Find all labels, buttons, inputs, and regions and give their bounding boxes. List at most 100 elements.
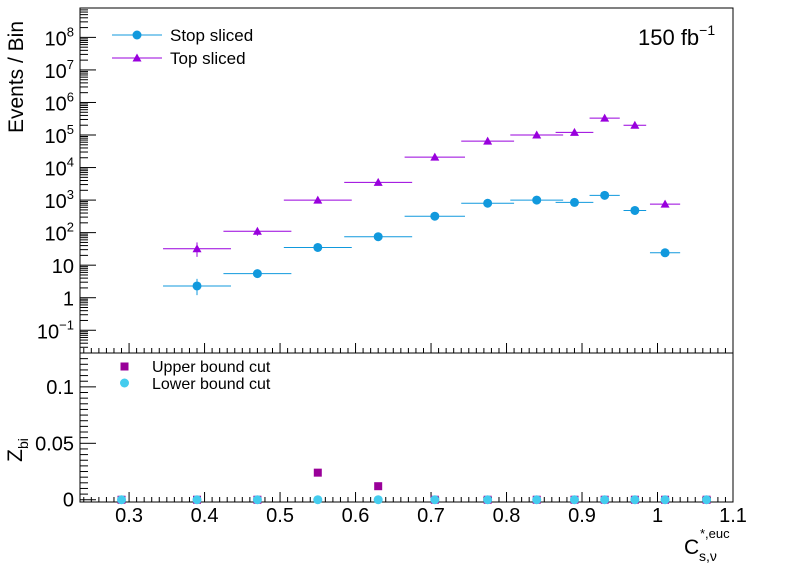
- stop-sliced-point: [430, 211, 440, 221]
- upper-y-tick-label-base: 10: [45, 28, 67, 50]
- stop-sliced-point: [600, 190, 610, 200]
- upper-y-tick-label-base: 10: [45, 126, 67, 148]
- upper-y-tick-label: 106: [45, 89, 74, 115]
- upper-series-layer: [163, 113, 681, 296]
- upper-y-tick-label: 105: [45, 122, 74, 148]
- upper-y-tick-label: 10−1: [37, 317, 74, 343]
- upper-y-tick-label: 103: [45, 187, 74, 213]
- lower-bound-cut-point: [373, 495, 383, 505]
- x-tick-label: 1: [652, 505, 663, 527]
- lower-y-tick-label: 0.1: [46, 377, 74, 399]
- luminosity-label: 150 fb−1: [638, 22, 715, 50]
- lower-x-axis-label: C *,euc s,ν: [684, 526, 730, 564]
- lower-bound-cut-point: [430, 495, 440, 505]
- upper-y-tick-label-exp: 4: [67, 155, 74, 170]
- upper-y-tick-label-exp: 7: [67, 57, 74, 72]
- legend-entry-lower-bound-cut: Lower bound cut: [120, 376, 271, 393]
- stop-sliced-point: [252, 269, 262, 279]
- stop-sliced-point: [532, 195, 542, 205]
- upper-x-axis-ticks: [83, 343, 734, 353]
- upper-y-tick-label-base: 10: [37, 321, 59, 343]
- top-sliced-point: [630, 120, 640, 129]
- upper-y-axis-label: Events / Bin: [5, 21, 28, 133]
- lower-bound-cut-point: [660, 495, 670, 505]
- x-axis-label-main: C: [684, 536, 699, 559]
- top-sliced-point: [532, 130, 542, 139]
- upper-y-tick-label-base: 10: [45, 61, 67, 83]
- lower-bound-cut-point: [192, 495, 202, 505]
- upper-y-tick-label-exp: 6: [67, 89, 74, 104]
- x-tick-label: 0.4: [191, 505, 219, 527]
- lower-y-axis-label-main: Z: [4, 449, 27, 462]
- lower-y-axis-ticks: 0 0.05 0.1: [35, 352, 96, 512]
- x-tick-label: 0.6: [342, 505, 370, 527]
- upper-y-tick-label: 108: [45, 24, 74, 50]
- lower-bound-cut-point: [569, 495, 579, 505]
- legend-label-top-sliced: Top sliced: [170, 49, 246, 68]
- legend-marker-top-sliced: [132, 53, 142, 62]
- stop-sliced-point: [313, 242, 323, 252]
- lower-bound-cut-point: [532, 495, 542, 505]
- upper-bound-cut-point: [313, 468, 322, 477]
- lower-series-layer: [117, 468, 712, 505]
- lower-y-axis-label-sub: bi: [15, 438, 31, 449]
- top-sliced-point: [569, 127, 579, 136]
- legend-entry-top-sliced: Top sliced: [112, 49, 246, 68]
- legend-label-lower-bound-cut: Lower bound cut: [152, 376, 271, 393]
- upper-y-tick-label-exp: 3: [67, 187, 74, 202]
- upper-y-tick-label: 107: [45, 57, 74, 83]
- lower-bound-cut-point: [117, 495, 127, 505]
- x-tick-label: 0.8: [493, 505, 521, 527]
- x-axis-label-sub: s,ν: [699, 548, 717, 564]
- x-axis-label-sup: *,euc: [700, 526, 730, 541]
- x-tick-label: 0.5: [266, 505, 294, 527]
- top-sliced-point: [430, 152, 440, 161]
- lower-y-axis-label: Zbi: [4, 438, 31, 462]
- lower-legend: Upper bound cut Lower bound cut: [120, 359, 271, 393]
- upper-y-tick-label: 102: [45, 220, 74, 246]
- upper-y-tick-label-base: 10: [45, 93, 67, 115]
- upper-y-tick-label-base: 10: [45, 224, 67, 246]
- legend-marker-upper-bound-cut: [120, 362, 129, 371]
- lower-bound-cut-point: [702, 495, 712, 505]
- upper-y-tick-label-exp: 8: [67, 24, 74, 39]
- stop-sliced-point: [483, 198, 493, 208]
- lower-y-tick-label: 0: [63, 490, 74, 512]
- upper-y-tick-label-exp: 5: [67, 122, 74, 137]
- legend-entry-upper-bound-cut: Upper bound cut: [120, 359, 271, 376]
- upper-y-tick-label-base: 10: [45, 159, 67, 181]
- x-tick-label: 0.9: [568, 505, 596, 527]
- upper-y-tick-label: 10: [52, 256, 74, 278]
- lower-bound-cut-point: [252, 495, 262, 505]
- lower-plot-frame: [79, 352, 734, 503]
- upper-y-tick-label: 1: [63, 289, 74, 311]
- lower-y-tick-label: 0.05: [35, 433, 74, 455]
- stop-sliced-point: [660, 248, 670, 258]
- stop-sliced-point: [569, 197, 579, 207]
- top-sliced-point: [660, 199, 670, 208]
- upper-y-tick-label-exp: 2: [67, 220, 74, 235]
- upper-y-tick-label-exp: −1: [59, 317, 74, 332]
- x-tick-label: 0.7: [417, 505, 445, 527]
- upper-bound-cut-point: [374, 482, 383, 491]
- upper-y-tick-label-base: 10: [45, 191, 67, 213]
- top-sliced-point: [483, 136, 493, 145]
- legend-marker-lower-bound-cut: [120, 378, 129, 388]
- legend-marker-stop-sliced: [132, 30, 142, 40]
- stop-sliced-point: [192, 281, 202, 291]
- upper-y-tick-label: 104: [45, 155, 74, 181]
- luminosity-value: 150 fb: [638, 25, 699, 50]
- x-tick-label: 1.1: [719, 505, 747, 527]
- top-sliced-point: [192, 244, 202, 253]
- legend-label-stop-sliced: Stop sliced: [170, 26, 253, 45]
- top-sliced-point: [252, 226, 262, 235]
- legend-entry-stop-sliced: Stop sliced: [112, 26, 253, 45]
- top-sliced-point: [600, 113, 610, 122]
- luminosity-exponent: −1: [699, 22, 715, 38]
- lower-bound-cut-point: [313, 495, 323, 505]
- lower-x-axis-ticks: 0.3 0.4 0.5 0.6 0.7 0.8 0.9 1 1.1: [83, 492, 747, 527]
- lower-bound-cut-point: [630, 495, 640, 505]
- legend-label-upper-bound-cut: Upper bound cut: [152, 359, 271, 376]
